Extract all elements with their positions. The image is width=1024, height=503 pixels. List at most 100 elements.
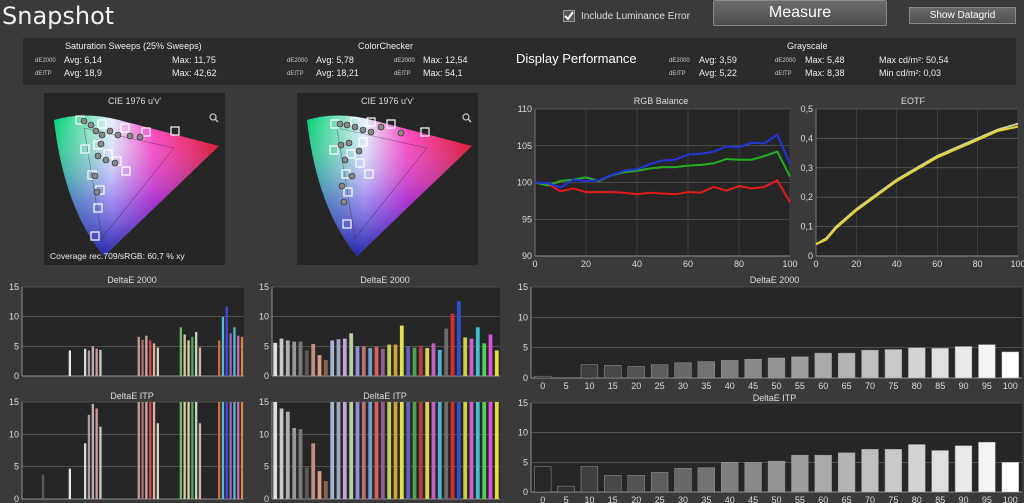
x-tick-label: 65 (842, 495, 852, 503)
bar (908, 444, 926, 493)
saturation-de2000-chart: DeltaE 2000 0 5 10 15 (0, 272, 250, 384)
x-tick-label: 15 (608, 495, 618, 503)
bar (494, 402, 499, 499)
bar (198, 347, 202, 376)
cie-panel-1: CIE 1976 u'v' Coverage rec.709/sRGB: 60,… (44, 93, 225, 265)
x-tick-label: 80 (912, 381, 922, 391)
grayscale-metric2b: dEITP (775, 71, 792, 77)
y-tick-label: 0 (523, 373, 528, 383)
bar (292, 427, 297, 499)
y-tick-label: 15 (259, 397, 269, 407)
saturation-avg2: Avg: 18,9 (64, 68, 102, 78)
bar (84, 443, 87, 499)
bar (744, 462, 762, 493)
include-luminance-checkbox[interactable]: Include Luminance Error (563, 10, 690, 22)
y-tick-label: 10 (518, 428, 528, 438)
magnifier-icon[interactable] (462, 113, 472, 123)
x-tick-label: 35 (701, 381, 711, 391)
bar (814, 454, 832, 493)
colorchecker-de2000-chart: DeltaE 2000 0 5 10 15 (250, 272, 504, 384)
bar (475, 327, 480, 376)
bar (91, 346, 94, 376)
bar (399, 402, 404, 499)
saturation-deitp-chart: DeltaE ITP 0 5 10 15 (0, 388, 250, 503)
x-tick-label: 70 (865, 495, 875, 503)
bar (91, 403, 94, 499)
bar (141, 402, 144, 499)
grayscale-max1: Max: 5,48 (805, 55, 845, 65)
x-tick-label: 40 (725, 381, 735, 391)
y-tick-label: 0 (14, 371, 19, 381)
colorchecker-max2: Max: 54,1 (423, 68, 463, 78)
bar (225, 306, 228, 376)
bar (387, 402, 392, 499)
bar (237, 402, 240, 499)
colorchecker-metric2b: dEITP (394, 71, 411, 77)
bar (431, 402, 436, 499)
colorchecker-title: ColorChecker (358, 41, 414, 51)
bar (229, 402, 232, 499)
bar (412, 347, 417, 376)
bar (406, 402, 411, 499)
bar (412, 402, 417, 499)
x-tick-label: 35 (701, 495, 711, 503)
bar (183, 402, 186, 499)
cie-title-1: CIE 1976 u'v' (108, 96, 161, 106)
x-tick-label: 100 (1003, 381, 1018, 391)
bar (884, 349, 903, 379)
bar (469, 338, 474, 376)
bar (149, 340, 152, 376)
bar (697, 361, 715, 379)
saturation-title: Saturation Sweeps (25% Sweeps) (65, 41, 202, 51)
x-tick-label: 50 (771, 381, 781, 391)
include-luminance-label: Include Luminance Error (581, 10, 690, 22)
bar (218, 340, 221, 376)
measure-button[interactable]: Measure (713, 0, 887, 26)
x-tick-label: 90 (958, 495, 968, 503)
bar (87, 414, 91, 499)
grayscale-de2000-title: DeltaE 2000 (749, 275, 800, 285)
bar (317, 355, 322, 376)
y-tick-label: 105 (517, 141, 532, 151)
bar (330, 402, 335, 499)
bar (195, 402, 198, 499)
y-tick-label: 0 (14, 494, 19, 503)
magnifier-icon[interactable] (209, 113, 219, 123)
series-line-2 (534, 150, 791, 187)
colorchecker-de2000-title: DeltaE 2000 (360, 275, 410, 285)
eotf-chart: EOTF 0 0,1 0,2 0,3 0,4 0,5 0 20 40 60 80 100 (790, 93, 1024, 270)
bar (837, 352, 856, 379)
x-tick-label: 60 (818, 495, 828, 503)
bar (240, 336, 244, 376)
bar (298, 429, 303, 499)
y-tick-label: 110 (518, 104, 532, 114)
bar (342, 402, 347, 499)
bar (488, 402, 493, 499)
y-tick-label: 0,5 (800, 104, 813, 114)
show-datagrid-button[interactable]: Show Datagrid (909, 7, 1016, 24)
bar (791, 454, 809, 493)
saturation-max2: Max: 42,62 (172, 68, 217, 78)
bar (349, 402, 354, 499)
y-tick-label: 15 (259, 282, 269, 292)
bar (954, 445, 973, 493)
grayscale-avg2: Avg: 5,22 (699, 68, 737, 78)
bar (95, 348, 98, 376)
x-tick-label: 75 (888, 381, 898, 391)
bar (218, 402, 221, 499)
x-tick-label: 25 (655, 495, 665, 503)
bar (463, 337, 468, 376)
y-tick-label: 10 (259, 429, 269, 439)
grayscale-deitp-chart: DeltaE ITP 0 5 10 15 0 5 10 15 20 25 30 35 40 45 50 55 6… (505, 390, 1024, 503)
bar (137, 336, 140, 376)
x-tick-label: 10 (584, 381, 594, 391)
bar (68, 350, 71, 376)
bar (141, 339, 144, 376)
x-tick-label: 50 (771, 495, 781, 503)
bar (273, 342, 278, 376)
bar (604, 365, 622, 379)
summary-bar: Saturation Sweeps (25% Sweeps) dE2000 Av… (23, 38, 1016, 85)
bar (463, 402, 468, 499)
bar (179, 402, 182, 499)
y-tick-label: 0 (808, 251, 813, 261)
